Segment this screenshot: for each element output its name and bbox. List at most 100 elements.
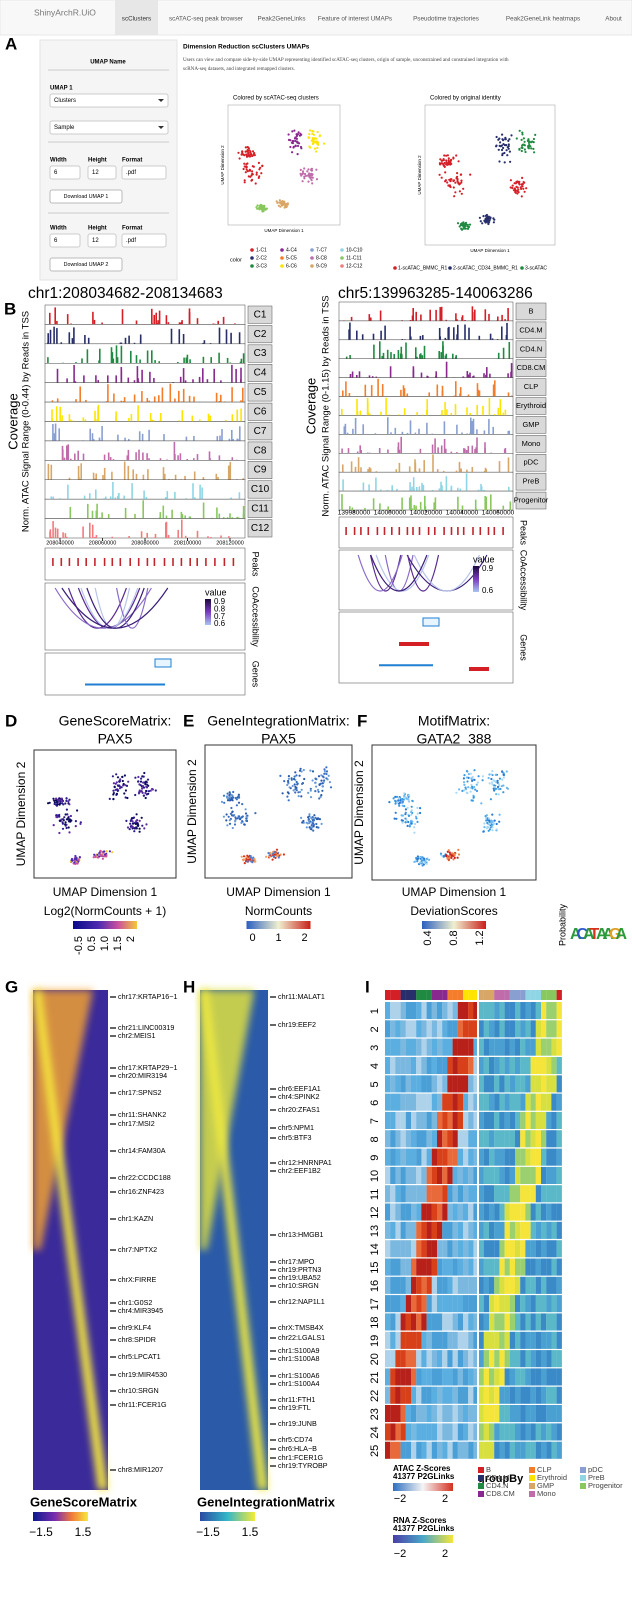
input-box[interactable] xyxy=(49,233,81,248)
cell-dot xyxy=(311,132,314,135)
coverage-peak xyxy=(362,482,365,492)
track-label: CD4.N xyxy=(520,344,543,353)
coverage-peak xyxy=(441,410,443,416)
heatmap-cell xyxy=(405,1331,412,1349)
button-label[interactable]: Download UMAP 1 xyxy=(64,194,109,200)
input-box[interactable] xyxy=(49,165,81,180)
heatmap-cell xyxy=(530,1368,536,1386)
cell-dot xyxy=(309,820,312,823)
nav-tab[interactable]: scClusters xyxy=(122,16,151,23)
cell-dot xyxy=(245,856,248,859)
coverage-peak xyxy=(66,314,69,325)
cell-dot xyxy=(68,831,71,834)
coverage-peak xyxy=(231,517,234,519)
cell-dot xyxy=(484,214,487,217)
coverage-peak xyxy=(218,455,221,461)
x-tick-label: 139980000 xyxy=(338,510,371,517)
heatmap-cell xyxy=(395,1423,401,1441)
coverage-peak xyxy=(68,414,71,422)
axis-label: UMAP Dimension 1 xyxy=(53,885,158,899)
group-annotation xyxy=(530,990,536,1000)
coverage-peak xyxy=(385,509,388,510)
select-box[interactable] xyxy=(49,120,169,135)
input-value[interactable]: 12 xyxy=(92,238,99,244)
heatmap-cell xyxy=(504,1441,510,1459)
nav-tab[interactable]: About xyxy=(605,16,622,23)
coverage-peak xyxy=(369,413,371,416)
heatmap-cell xyxy=(530,1185,536,1203)
nav-tab[interactable]: scATAC-seq peak browser xyxy=(169,16,243,23)
download-button[interactable] xyxy=(49,257,123,272)
cell-dot xyxy=(452,858,455,861)
cell-dot xyxy=(237,801,241,804)
coverage-peak xyxy=(478,390,481,397)
legend-tick: 0.8 xyxy=(448,930,460,945)
coverage-peak xyxy=(49,312,51,325)
input-box[interactable] xyxy=(87,233,117,248)
coverage-peak xyxy=(75,399,77,402)
select-box[interactable] xyxy=(49,93,169,108)
heatmap-cell xyxy=(405,1276,412,1294)
heatmap-cell xyxy=(535,1441,542,1459)
heatmap-cell xyxy=(390,1240,396,1258)
heatmap-cell xyxy=(411,1295,417,1313)
input-value[interactable]: 12 xyxy=(92,170,99,176)
cell-dot xyxy=(443,154,446,157)
group-annotation xyxy=(525,990,531,1000)
cell-dot xyxy=(532,137,536,141)
heatmap-cell xyxy=(556,1057,562,1075)
select-value[interactable]: Clusters xyxy=(54,98,76,104)
coverage-peak xyxy=(510,363,513,378)
input-box[interactable] xyxy=(87,165,117,180)
heatmap-cell xyxy=(483,1276,490,1294)
coverage-peak xyxy=(496,320,498,321)
track-label-box xyxy=(515,340,547,358)
track-label: B xyxy=(528,306,533,315)
coverage-peak xyxy=(179,376,182,383)
coverage-peak xyxy=(506,322,508,340)
heatmap-cell xyxy=(431,1038,438,1056)
download-button[interactable] xyxy=(49,189,123,204)
heatmap-cell xyxy=(463,1386,469,1404)
cell-dot xyxy=(253,860,256,863)
nav-tab[interactable]: Pseudotime trajectories xyxy=(413,16,479,23)
heatmap-cell xyxy=(556,1313,562,1331)
cell-dot xyxy=(452,156,455,159)
heatmap-cell xyxy=(431,1441,438,1459)
heatmap-cell xyxy=(411,1276,417,1294)
input-value[interactable]: 6 xyxy=(54,170,58,176)
coverage-peak xyxy=(91,524,94,538)
heatmap-cell xyxy=(426,1166,432,1184)
cell-dot xyxy=(315,822,318,826)
heatmap-cell xyxy=(426,1093,432,1111)
input-box[interactable] xyxy=(121,233,167,248)
cell-dot xyxy=(502,784,505,787)
input-value[interactable]: .pdf xyxy=(126,170,136,176)
heatmap-cell xyxy=(494,1240,500,1258)
heatmap-cell xyxy=(437,1441,443,1459)
select-value[interactable]: Sample xyxy=(54,125,75,131)
input-value[interactable]: .pdf xyxy=(126,238,136,244)
input-value[interactable]: 6 xyxy=(54,238,58,244)
track-label: CD8.CM xyxy=(517,363,546,372)
coverage-peak xyxy=(178,329,181,344)
legend-entry: 6-C6 xyxy=(286,263,297,269)
heatmap-cell xyxy=(478,1441,484,1459)
heatmap-cell xyxy=(385,1331,391,1349)
cell-dot xyxy=(269,851,272,855)
heatmap-cell xyxy=(535,1166,542,1184)
x-tick-label: 208120000 xyxy=(216,540,244,546)
cell-dot xyxy=(299,168,302,171)
input-box[interactable] xyxy=(121,165,167,180)
peak xyxy=(487,527,490,535)
heatmap-cell xyxy=(452,1111,458,1129)
track-label: CoAccessibility xyxy=(519,550,529,611)
cell-dot xyxy=(296,144,300,147)
heatmap-cell xyxy=(499,1075,505,1093)
button-label[interactable]: Download UMAP 2 xyxy=(64,262,109,268)
nav-tab[interactable]: Feature of interest UMAPs xyxy=(318,16,392,23)
nav-tab[interactable]: Peak2GeneLink heatmaps xyxy=(506,16,580,23)
nav-tab[interactable]: Peak2GeneLinks xyxy=(258,16,306,23)
cell-dot xyxy=(529,145,532,148)
heatmap-cell xyxy=(473,1111,479,1129)
